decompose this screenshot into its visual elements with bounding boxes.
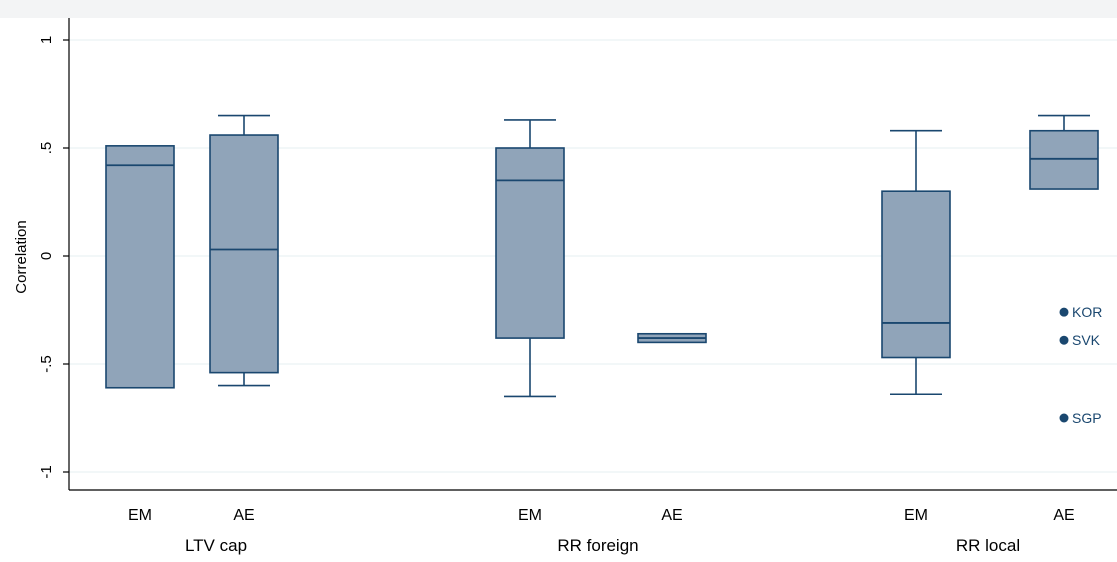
x-group-label: LTV cap	[185, 536, 247, 555]
box-iqr	[881, 190, 951, 359]
y-tick-label: -1	[38, 465, 55, 478]
y-tick-label: -.5	[38, 355, 55, 373]
chart-top-band	[0, 0, 1117, 18]
box-iqr	[105, 145, 175, 389]
box-iqr	[1029, 129, 1099, 190]
x-category-label: AE	[233, 507, 254, 524]
x-category-label: EM	[128, 507, 152, 524]
x-category-label: AE	[661, 507, 682, 524]
y-tick-label: 0	[38, 252, 55, 260]
box-iqr	[495, 147, 565, 339]
outlier-point	[1059, 335, 1069, 345]
y-axis-title: Correlation	[13, 220, 30, 293]
outlier-label: SGP	[1072, 410, 1102, 426]
box-iqr	[209, 134, 279, 374]
y-tick-label: .5	[38, 142, 55, 155]
boxes	[105, 114, 1099, 423]
x-group-label: RR foreign	[557, 536, 638, 555]
outlier-label: KOR	[1072, 304, 1102, 320]
x-category-label: AE	[1053, 507, 1074, 524]
labels: Correlation 1 .5 0 -.5 -1 EM AE LTV cap EM AE RR f…	[13, 36, 1102, 555]
x-category-label: EM	[904, 507, 928, 524]
outlier-point	[1059, 307, 1069, 317]
outlier-point	[1059, 413, 1069, 423]
outlier-label: SVK	[1072, 332, 1101, 348]
x-category-label: EM	[518, 507, 542, 524]
axes	[63, 18, 1117, 491]
y-tick-label: 1	[38, 36, 55, 44]
x-group-label: RR local	[956, 536, 1020, 555]
